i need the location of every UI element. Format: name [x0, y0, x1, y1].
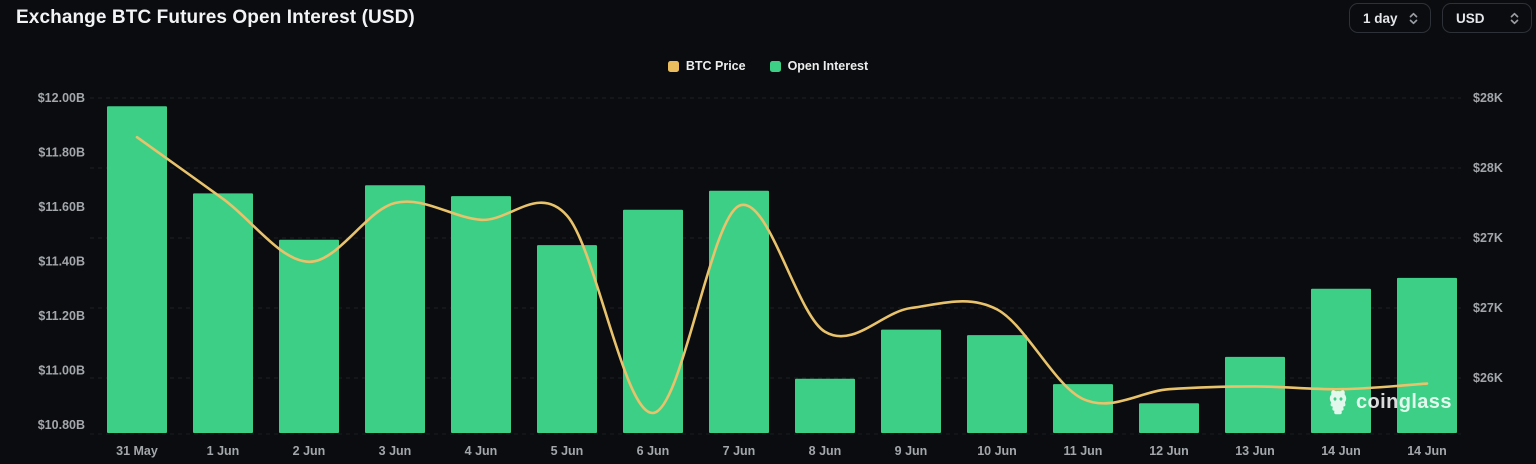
bar-31-may[interactable]	[107, 106, 167, 433]
open-interest-bars	[107, 106, 1457, 433]
bar-14-jun[interactable]	[1311, 288, 1371, 433]
y-axis-left-tick: $11.00B	[38, 364, 85, 378]
currency-dropdown[interactable]: USD	[1442, 3, 1532, 33]
x-axis-tick: 2 Jun	[293, 444, 326, 458]
bar-2-jun[interactable]	[279, 239, 339, 433]
bar-3-jun[interactable]	[365, 185, 425, 433]
bar-13-jun[interactable]	[1225, 356, 1285, 433]
legend-item-btc-price[interactable]: BTC Price	[667, 59, 746, 73]
x-axis-tick: 8 Jun	[809, 444, 842, 458]
coinglass-watermark-text: coinglass	[1356, 391, 1452, 413]
legend-swatch	[667, 60, 679, 72]
bar-14-jun[interactable]	[1397, 277, 1457, 433]
header: Exchange BTC Futures Open Interest (USD)…	[0, 0, 1536, 36]
x-axis-tick: 31 May	[116, 444, 158, 458]
x-axis-tick: 7 Jun	[723, 444, 756, 458]
currency-dropdown-label: USD	[1456, 10, 1485, 26]
bar-1-jun[interactable]	[193, 193, 253, 433]
page-title: Exchange BTC Futures Open Interest (USD)	[16, 7, 415, 28]
chart-legend: BTC Price Open Interest	[0, 59, 1536, 73]
legend-label: Open Interest	[787, 59, 869, 73]
y-axis-right-tick: $26K	[1473, 371, 1503, 385]
bar-9-jun[interactable]	[881, 329, 941, 433]
y-axis-left-tick: $11.40B	[38, 255, 85, 269]
x-axis-tick: 14 Jun	[1321, 444, 1361, 458]
bar-7-jun[interactable]	[709, 190, 769, 433]
y-axis-left-tick: $11.20B	[38, 309, 85, 323]
x-axis-tick: 14 Jun	[1407, 444, 1447, 458]
interval-dropdown-label: 1 day	[1363, 10, 1398, 26]
y-axis-right-tick: $28K	[1473, 91, 1503, 105]
bar-11-jun[interactable]	[1053, 384, 1113, 433]
axis-labels: $12.00B $11.80B $11.60B $11.40B $11.20B $11.0…	[38, 91, 1503, 458]
bar-4-jun[interactable]	[451, 196, 511, 433]
x-axis-tick: 9 Jun	[895, 444, 928, 458]
coinglass-watermark: coinglass	[1326, 389, 1452, 416]
x-axis-tick: 5 Jun	[551, 444, 584, 458]
x-axis-tick: 4 Jun	[465, 444, 498, 458]
y-axis-left-tick: $12.00B	[38, 91, 85, 105]
x-axis-tick: 10 Jun	[977, 444, 1017, 458]
y-axis-right-tick: $27K	[1473, 231, 1503, 245]
bar-8-jun[interactable]	[795, 378, 855, 433]
legend-label: BTC Price	[685, 59, 746, 73]
chevron-updown-icon	[1409, 12, 1418, 24]
x-axis-tick: 6 Jun	[637, 444, 670, 458]
legend-swatch	[769, 60, 781, 72]
bar-12-jun[interactable]	[1139, 403, 1199, 433]
x-axis-tick: 11 Jun	[1064, 444, 1103, 458]
bar-6-jun[interactable]	[623, 209, 683, 433]
y-axis-right-tick: $28K	[1473, 161, 1503, 175]
y-axis-left-tick: $10.80B	[38, 418, 85, 432]
y-axis-right-tick: $27K	[1473, 301, 1503, 315]
interval-dropdown[interactable]: 1 day	[1349, 3, 1431, 33]
y-axis-left-tick: $11.60B	[38, 200, 85, 214]
header-controls: 1 day USD	[1349, 3, 1532, 33]
btc-price-line	[135, 135, 1429, 415]
x-axis-tick: 13 Jun	[1235, 444, 1275, 458]
x-axis-tick: 1 Jun	[207, 444, 240, 458]
chevron-updown-icon	[1510, 12, 1519, 24]
x-axis-tick: 3 Jun	[379, 444, 412, 458]
bar-10-jun[interactable]	[967, 335, 1027, 433]
legend-item-open-interest[interactable]: Open Interest	[769, 59, 869, 73]
x-axis-tick: 12 Jun	[1149, 444, 1189, 458]
coinglass-mascot-icon	[1329, 390, 1347, 415]
bar-5-jun[interactable]	[537, 245, 597, 433]
y-axis-left-tick: $11.80B	[38, 146, 85, 160]
